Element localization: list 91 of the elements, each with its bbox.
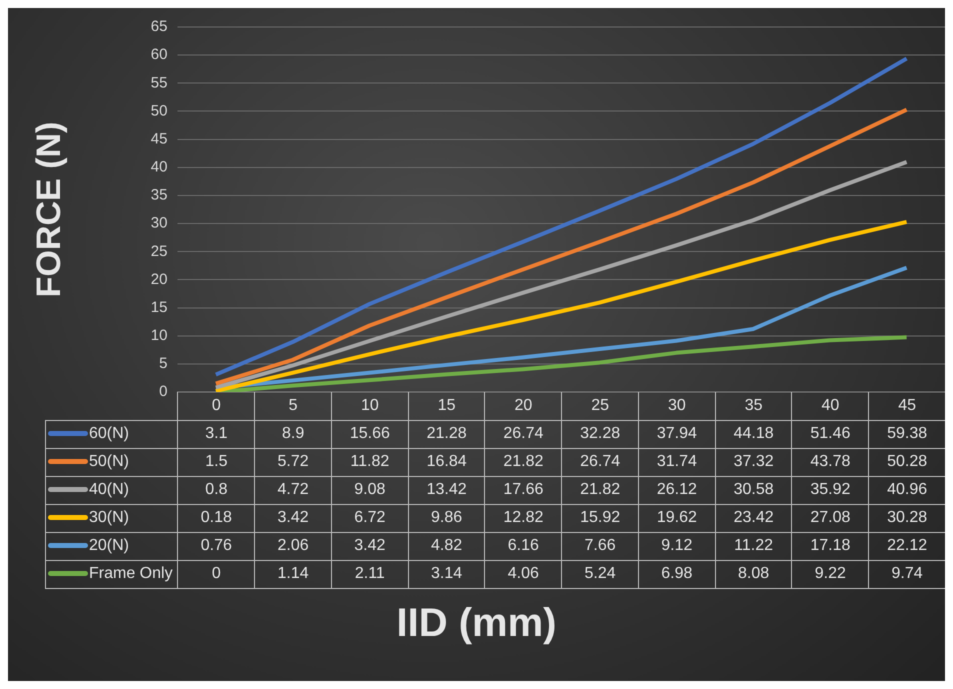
data-label: 7.66 (562, 532, 638, 560)
y-tick-label: 60 (150, 46, 168, 64)
data-label: 5.24 (562, 560, 638, 588)
data-label: 50.28 (868, 448, 946, 476)
data-label: 22.12 (868, 532, 946, 560)
x-tick-label: 35 (715, 392, 792, 420)
data-label: 6.98 (638, 560, 716, 588)
y-tick-label: 40 (150, 158, 168, 176)
data-label: 19.62 (638, 504, 716, 532)
legend-label: 40(N) (46, 476, 178, 504)
data-label: 4.82 (408, 532, 485, 560)
data-label: 21.28 (408, 420, 485, 448)
y-tick-label: 10 (150, 326, 168, 344)
data-label: 16.84 (408, 448, 485, 476)
x-tick-label: 20 (484, 392, 562, 420)
legend-label: 50(N) (46, 448, 178, 476)
data-label: 43.78 (792, 448, 869, 476)
data-label: 1.14 (254, 560, 332, 588)
x-axis-title: IID (mm) (396, 601, 558, 646)
data-label: 37.94 (638, 420, 716, 448)
data-label: 21.82 (484, 448, 562, 476)
x-tick-label: 10 (331, 392, 408, 420)
legend-label: 30(N) (46, 504, 178, 532)
data-label: 9.74 (868, 560, 946, 588)
legend-label: 20(N) (46, 532, 178, 560)
x-tick-label: 25 (562, 392, 638, 420)
data-label: 2.11 (331, 560, 408, 588)
x-tick-label: 40 (792, 392, 869, 420)
data-label: 26.74 (484, 420, 562, 448)
data-label: 3.14 (408, 560, 485, 588)
y-tick-label: 5 (159, 355, 168, 372)
data-label: 3.42 (254, 504, 332, 532)
data-label: 2.06 (254, 532, 332, 560)
data-label: 4.06 (484, 560, 562, 588)
data-label: 0.76 (178, 532, 255, 560)
data-label: 9.08 (331, 476, 408, 504)
data-label: 59.38 (868, 420, 946, 448)
data-label: 30.28 (868, 504, 946, 532)
data-label: 0 (178, 560, 255, 588)
data-label: 0.18 (178, 504, 255, 532)
y-tick-label: 20 (150, 270, 168, 288)
data-label: 40.96 (868, 476, 946, 504)
data-label: 9.12 (638, 532, 716, 560)
data-label: 8.08 (715, 560, 792, 588)
data-label: 11.22 (715, 532, 792, 560)
data-label: 32.28 (562, 420, 638, 448)
y-tick-label: 55 (150, 74, 168, 92)
data-label: 26.12 (638, 476, 716, 504)
data-label: 6.16 (484, 532, 562, 560)
data-label: 9.22 (792, 560, 869, 588)
x-tick-label: 30 (638, 392, 716, 420)
data-label: 44.18 (715, 420, 792, 448)
data-label: 15.66 (331, 420, 408, 448)
data-label: 8.9 (254, 420, 332, 448)
data-label: 1.5 (178, 448, 255, 476)
legend-label: 60(N) (46, 420, 178, 448)
data-label: 51.46 (792, 420, 869, 448)
y-tick-label: 15 (150, 298, 168, 316)
legend-label: Frame Only (46, 560, 178, 588)
data-label: 26.74 (562, 448, 638, 476)
y-tick-label: 45 (150, 130, 168, 148)
data-label: 15.92 (562, 504, 638, 532)
data-label: 4.72 (254, 476, 332, 504)
data-label: 23.42 (715, 504, 792, 532)
data-label: 13.42 (408, 476, 485, 504)
x-tick-label: 5 (254, 392, 332, 420)
y-axis-title: FORCE (N) (30, 122, 68, 298)
y-tick-label: 35 (150, 186, 168, 204)
y-tick-label: 50 (150, 102, 168, 120)
data-label: 12.82 (484, 504, 562, 532)
y-tick-label: 25 (150, 242, 168, 260)
data-label: 5.72 (254, 448, 332, 476)
x-tick-label: 0 (178, 392, 255, 420)
data-label: 37.32 (715, 448, 792, 476)
data-label: 30.58 (715, 476, 792, 504)
data-label: 17.66 (484, 476, 562, 504)
data-label: 31.74 (638, 448, 716, 476)
data-label: 21.82 (562, 476, 638, 504)
data-label: 6.72 (331, 504, 408, 532)
data-label: 11.82 (331, 448, 408, 476)
data-label: 27.08 (792, 504, 869, 532)
data-label: 3.42 (331, 532, 408, 560)
data-label: 35.92 (792, 476, 869, 504)
x-tick-label: 15 (408, 392, 485, 420)
y-tick-label: 30 (150, 214, 168, 232)
data-label: 3.1 (178, 420, 255, 448)
y-tick-label: 65 (150, 18, 168, 36)
data-label: 0.8 (178, 476, 255, 504)
x-tick-label: 45 (868, 392, 946, 420)
data-label: 9.86 (408, 504, 485, 532)
data-label: 17.18 (792, 532, 869, 560)
